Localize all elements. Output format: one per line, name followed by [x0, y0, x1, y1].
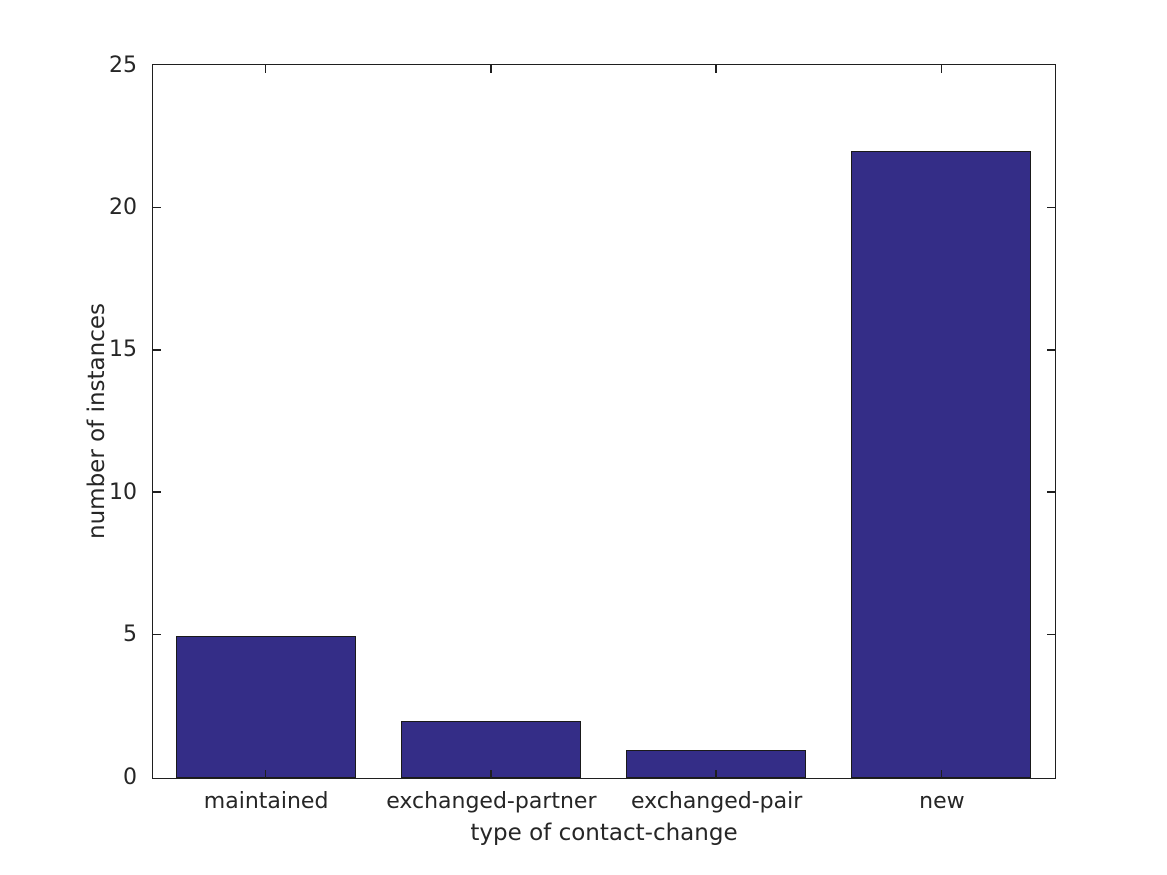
y-tick-right: [1047, 491, 1055, 493]
y-tick-label: 20: [109, 194, 137, 220]
x-tick-bottom: [264, 770, 267, 778]
bar-new: [851, 151, 1032, 778]
y-tick-left: [153, 206, 161, 209]
x-tick-bottom: [490, 770, 492, 778]
x-tick-label: exchanged-partner: [386, 789, 597, 814]
x-tick-bottom: [715, 770, 717, 778]
y-tick-label: 15: [109, 337, 137, 363]
y-tick-right: [1047, 633, 1055, 636]
y-tick-left: [153, 633, 161, 636]
y-tick-right: [1047, 206, 1055, 209]
x-tick-top: [715, 65, 717, 73]
y-tick-label: 0: [123, 764, 137, 790]
y-tick-left: [153, 349, 161, 351]
y-tick-label: 5: [123, 622, 137, 648]
x-axis-label: type of contact-change: [470, 820, 738, 846]
x-tick-top: [264, 65, 267, 73]
x-tick-top: [490, 65, 492, 73]
bar-exchanged-partner: [400, 721, 581, 778]
x-tick-label: maintained: [203, 789, 329, 814]
bar-maintained: [175, 635, 356, 778]
y-tick-right: [1047, 349, 1055, 351]
x-tick-label: new: [919, 789, 965, 814]
plot-area: [152, 64, 1056, 779]
y-tick-label: 10: [109, 479, 137, 505]
x-tick-top: [940, 65, 943, 73]
x-tick-label: exchanged-pair: [630, 789, 803, 814]
x-tick-bottom: [940, 770, 943, 778]
y-tick-label: 25: [109, 52, 137, 78]
y-tick-left: [153, 491, 161, 493]
